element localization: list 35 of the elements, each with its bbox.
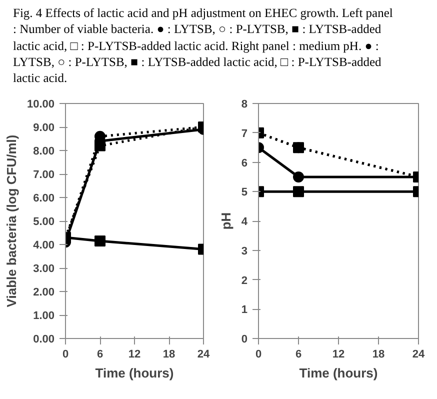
- y-axis-title: Viable bacteria (log CFU/ml): [4, 135, 19, 308]
- x-tick-label: 6: [96, 348, 104, 361]
- y-tick-label: 6: [241, 158, 248, 170]
- x-tick-label: 18: [372, 348, 385, 361]
- x-tick-label: 6: [295, 348, 302, 361]
- y-tick-label: 9.00: [33, 122, 55, 134]
- x-axis-title: Time (hours): [299, 366, 378, 381]
- x-tick-label: 12: [332, 348, 345, 361]
- y-tick-label: 5: [241, 186, 248, 199]
- y-tick-label: 4.00: [33, 240, 55, 252]
- y-tick-label: 3.00: [33, 263, 55, 276]
- y-tick-label: 6.00: [33, 192, 55, 205]
- x-tick-label: 18: [162, 348, 176, 361]
- y-tick-label: 7.00: [33, 169, 55, 182]
- y-tick-label: 4: [241, 216, 248, 228]
- x-tick-label: 0: [255, 348, 262, 361]
- x-tick-label: 24: [412, 348, 426, 361]
- x-axis-title: Time (hours): [95, 366, 174, 381]
- y-tick-label: 0: [241, 334, 248, 346]
- y-tick-label: 2.00: [33, 286, 55, 299]
- y-tick-label: 10.00: [26, 98, 55, 111]
- x-tick-label: 12: [128, 348, 141, 361]
- y-tick-label: 7: [241, 128, 248, 140]
- x-tick-label: 24: [197, 348, 210, 361]
- y-axis-title: pH: [218, 212, 234, 230]
- y-tick-label: 8: [241, 98, 248, 111]
- chart-title: Fig. 4 Effects of lactic acid and pH adjustment on EHEC growth. Left panel : Number of viable bacteria. ● : LYTSB, ○ : P-LYTSB, ■ : LYTSB-added lactic acid, □ : P-LYTSB-added lactic acid. Right panel : medium pH. ● : LYTSB, ○ : P-LYTSB, ■ : LYTSB-added lactic acid, □ : P-LYTSB-added lactic acid.: [13, 5, 393, 86]
- y-tick-label: 5.00: [33, 216, 55, 228]
- x-tick-label: 0: [62, 348, 69, 361]
- y-tick-label: 0.00: [33, 334, 55, 346]
- y-tick-label: 2: [241, 275, 248, 287]
- y-tick-label: 1.00: [33, 310, 55, 322]
- y-tick-label: 3: [241, 246, 248, 258]
- y-tick-label: 1: [241, 304, 248, 316]
- y-tick-label: 8.00: [33, 146, 55, 158]
